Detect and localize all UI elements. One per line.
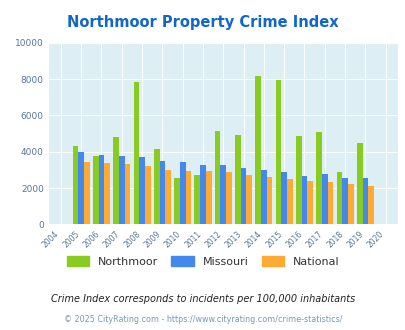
Bar	[214, 131, 220, 224]
Bar	[356, 143, 362, 224]
Bar	[347, 184, 353, 224]
Bar	[139, 157, 145, 224]
Bar	[246, 175, 252, 224]
Bar	[104, 163, 110, 224]
Bar	[98, 155, 104, 224]
Text: Northmoor Property Crime Index: Northmoor Property Crime Index	[67, 15, 338, 30]
Bar	[234, 135, 240, 224]
Bar	[295, 136, 301, 224]
Bar	[153, 149, 159, 224]
Bar	[159, 160, 165, 224]
Bar	[315, 132, 321, 224]
Bar	[194, 176, 200, 224]
Bar	[185, 171, 191, 224]
Bar	[307, 182, 312, 224]
Bar	[226, 172, 231, 224]
Bar	[84, 162, 90, 224]
Legend: Northmoor, Missouri, National: Northmoor, Missouri, National	[66, 256, 339, 267]
Bar	[174, 178, 179, 224]
Bar	[275, 80, 281, 224]
Bar	[321, 174, 327, 224]
Bar	[266, 177, 272, 224]
Bar	[145, 166, 150, 224]
Bar	[260, 170, 266, 224]
Bar	[220, 165, 226, 224]
Bar	[281, 172, 286, 224]
Bar	[336, 172, 341, 224]
Text: Crime Index corresponds to incidents per 100,000 inhabitants: Crime Index corresponds to incidents per…	[51, 294, 354, 304]
Bar	[165, 170, 171, 224]
Bar	[327, 182, 333, 224]
Bar	[286, 179, 292, 224]
Bar	[255, 76, 260, 224]
Bar	[179, 162, 185, 224]
Bar	[72, 146, 78, 224]
Bar	[119, 156, 124, 224]
Bar	[113, 137, 119, 224]
Bar	[341, 178, 347, 224]
Bar	[133, 82, 139, 224]
Bar	[367, 186, 373, 224]
Bar	[362, 178, 367, 224]
Text: © 2025 CityRating.com - https://www.cityrating.com/crime-statistics/: © 2025 CityRating.com - https://www.city…	[64, 315, 341, 324]
Bar	[205, 171, 211, 224]
Bar	[200, 165, 205, 224]
Bar	[93, 156, 98, 224]
Bar	[301, 176, 307, 224]
Bar	[78, 152, 84, 224]
Bar	[124, 164, 130, 224]
Bar	[240, 168, 246, 224]
